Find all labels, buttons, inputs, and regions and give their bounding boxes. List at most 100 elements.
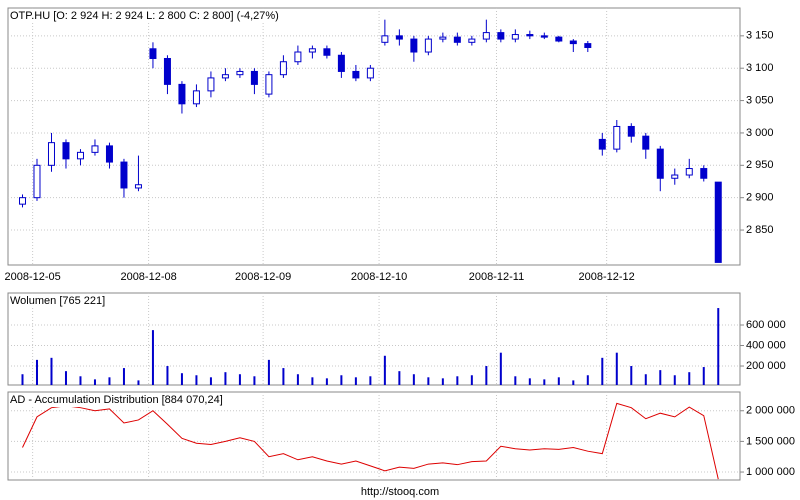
volume-bar	[311, 377, 314, 385]
candle-body	[149, 48, 157, 59]
volume-bar	[325, 378, 328, 385]
volume-bar	[195, 375, 198, 385]
panel	[7, 391, 741, 481]
volume-bar	[659, 370, 662, 385]
candle-body	[366, 67, 374, 79]
candle-body	[178, 83, 186, 105]
title-bg	[9, 9, 284, 23]
candle-body	[381, 35, 389, 43]
candle-body	[250, 70, 258, 85]
candle-body	[439, 36, 447, 40]
volume-bar	[412, 374, 415, 385]
volume-bar	[108, 377, 111, 385]
volume-bar	[717, 308, 720, 385]
candle-body	[424, 38, 432, 53]
candle-body	[308, 48, 316, 53]
volume-bar	[528, 378, 531, 385]
volume-bar	[64, 371, 67, 385]
volume-bar	[630, 366, 633, 385]
candle-body	[642, 135, 650, 150]
volume-bar	[79, 376, 82, 385]
candle-body	[76, 151, 84, 160]
panel	[7, 292, 741, 386]
candle-body	[555, 36, 563, 42]
candle-body	[265, 74, 273, 95]
candle-body	[337, 54, 345, 72]
volume-bar	[644, 374, 647, 385]
y-tick-label: 600 000	[746, 319, 786, 331]
candle-body	[468, 38, 476, 43]
title-bg	[9, 393, 219, 407]
y-tick-label: 2 900	[746, 192, 774, 204]
candle-body	[91, 145, 99, 153]
candle-body	[511, 34, 519, 40]
volume-bar	[615, 352, 618, 385]
candle-body	[62, 142, 70, 160]
volume-bar	[543, 379, 546, 385]
volume-bar	[21, 374, 24, 385]
candle-body	[714, 181, 722, 263]
volume-bar	[369, 376, 372, 385]
y-tick-label: 2 850	[746, 224, 774, 236]
volume-bar	[383, 355, 386, 385]
candle-body	[236, 70, 244, 76]
volume-bar	[122, 368, 125, 385]
volume-bar	[282, 368, 285, 385]
panel	[7, 7, 741, 266]
volume-bar	[35, 359, 38, 385]
candle-body	[47, 142, 55, 166]
candle-body	[584, 43, 592, 48]
footer: http://stooq.com	[361, 486, 439, 498]
panel-title: Wolumen [765 221]	[10, 295, 105, 307]
candle-body	[395, 35, 403, 40]
candle-body	[279, 61, 287, 76]
volume-bar	[601, 357, 604, 385]
volume-bar	[441, 378, 444, 385]
candle-body	[497, 32, 505, 40]
candle-body	[120, 161, 128, 189]
y-tick-label: 3 000	[746, 127, 774, 139]
volume-bar	[485, 366, 488, 385]
volume-bar	[180, 373, 183, 385]
candle-body	[18, 197, 26, 205]
title-bg	[9, 294, 107, 308]
candle-body	[323, 48, 331, 56]
volume-bar	[50, 357, 53, 385]
x-tick-label: 2008-12-10	[351, 271, 407, 283]
volume-bar	[673, 375, 676, 385]
candle-body	[163, 57, 171, 85]
volume-bar	[166, 366, 169, 385]
candle-body	[221, 74, 229, 79]
volume-bar	[557, 377, 560, 385]
y-tick-label: 2 950	[746, 159, 774, 171]
candle-body	[134, 184, 142, 189]
volume-bar	[267, 359, 270, 385]
candle-body	[207, 77, 215, 92]
volume-bar	[398, 371, 401, 385]
candle-body	[410, 38, 418, 53]
volume-bar	[151, 330, 154, 385]
candle-body	[671, 174, 679, 179]
candle-body	[526, 34, 534, 37]
y-tick-label: 3 100	[746, 62, 774, 74]
y-tick-label: 1 500 000	[746, 435, 795, 447]
y-tick-label: 3 150	[746, 30, 774, 42]
y-tick-label: 3 050	[746, 94, 774, 106]
volume-bar	[572, 380, 575, 385]
volume-bar	[427, 377, 430, 385]
candle-body	[656, 148, 664, 179]
y-tick-label: 200 000	[746, 360, 786, 372]
panel-title: AD - Accumulation Distribution [884 070,…	[10, 394, 223, 406]
candle-body	[482, 32, 490, 40]
volume-bar	[224, 372, 227, 385]
volume-bar	[688, 372, 691, 385]
candle-body	[453, 36, 461, 43]
volume-bar	[296, 374, 299, 385]
panel-title: OTP.HU [O: 2 924 H: 2 924 L: 2 800 C: 2 …	[10, 10, 279, 22]
volume-bar	[586, 375, 589, 385]
x-tick-label: 2008-12-08	[120, 271, 176, 283]
volume-bar	[340, 375, 343, 385]
x-tick-label: 2008-12-12	[579, 271, 635, 283]
candle-body	[33, 164, 41, 199]
